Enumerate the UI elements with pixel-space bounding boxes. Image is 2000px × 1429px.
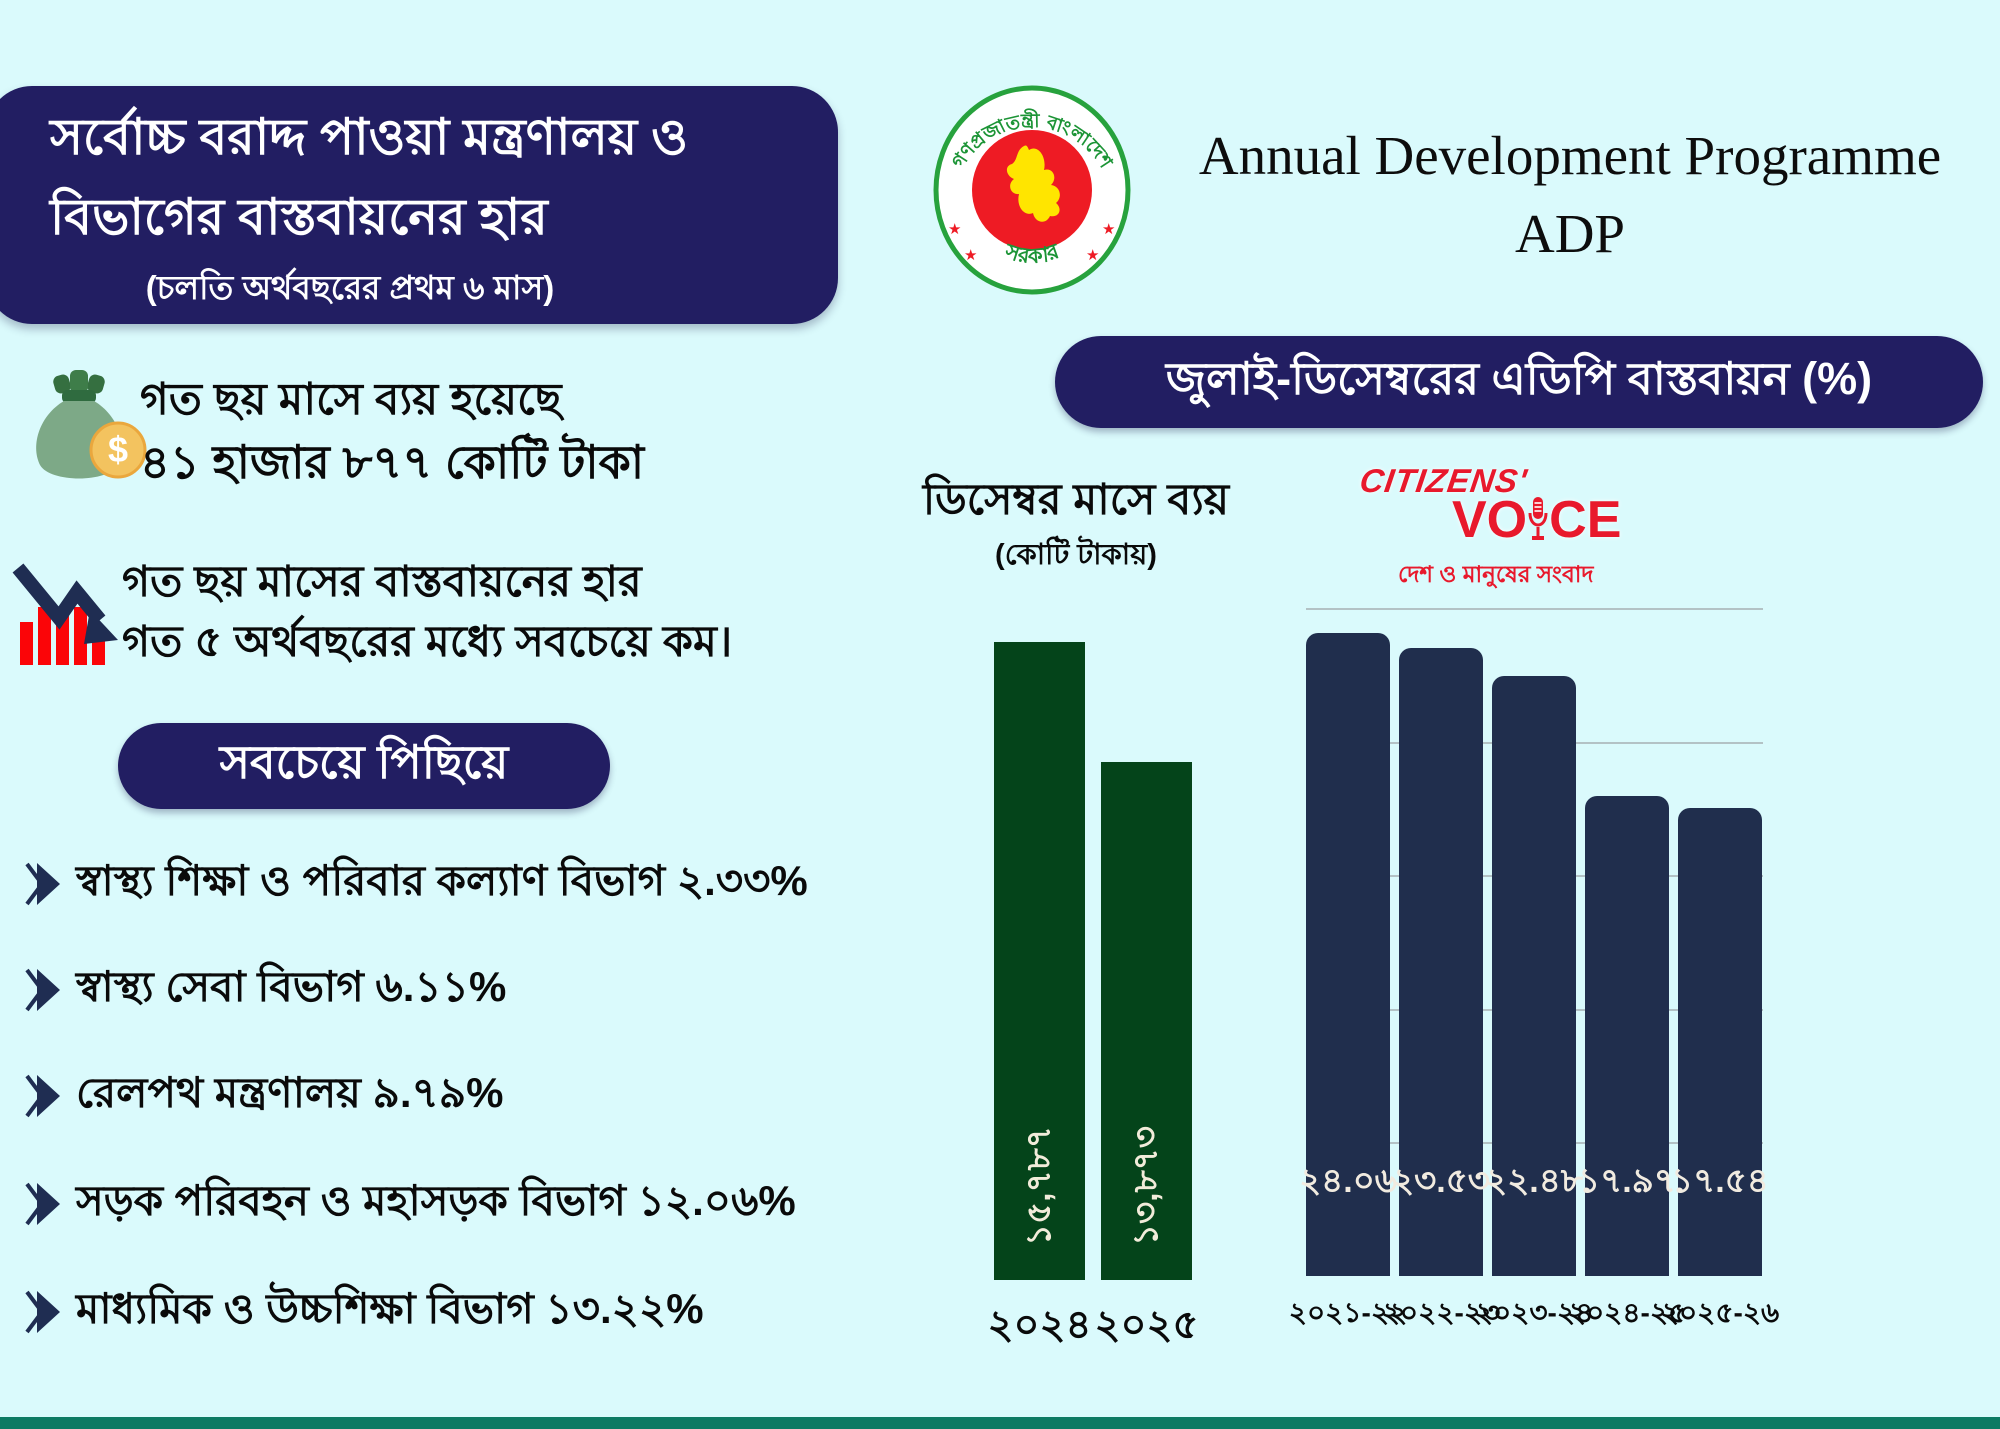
laggards-heading: সবচেয়ে পিছিয়ে bbox=[219, 736, 509, 788]
list-item: রেলপথ মন্ত্রণালয় ৯.৭৯% bbox=[24, 1060, 503, 1131]
bar-value-label: ১৫,৭৮৭ bbox=[1020, 1126, 1058, 1246]
citizens-voice-logo: CITIZENS' VO CE দেশ ও মানুষের সংবাদ bbox=[1357, 462, 1628, 590]
citizens-voice-wordmark: VO CE bbox=[1452, 494, 1621, 546]
adp-bar bbox=[1678, 807, 1762, 1276]
laggard-item-label: স্বাস্থ্য সেবা বিভাগ ৬.১১% bbox=[76, 963, 507, 1010]
programme-title-abbr: ADP bbox=[1514, 203, 1626, 264]
december-chart-title: ডিসেম্বর মাসে ব্যয় bbox=[922, 476, 1230, 524]
adp-banner-pill: জুলাই-ডিসেম্বরের এডিপি বাস্তবায়ন (%) bbox=[1055, 336, 1983, 428]
list-item: মাধ্যমিক ও উচ্চশিক্ষা বিভাগ ১৩.২২% bbox=[24, 1276, 704, 1347]
voice-left-letters: VO bbox=[1452, 491, 1528, 549]
laggard-item-label: মাধ্যমিক ও উচ্চশিক্ষা বিভাগ ১৩.২২% bbox=[76, 1285, 704, 1332]
bar-category-label: ২০২৫ bbox=[1094, 1303, 1199, 1347]
arrow-bullet-icon bbox=[25, 1290, 60, 1333]
adp-banner-label: জুলাই-ডিসেম্বরের এডিপি বাস্তবায়ন (%) bbox=[1165, 352, 1873, 404]
arrow-bullet-icon bbox=[25, 1074, 60, 1117]
voice-right-letters: CE bbox=[1549, 491, 1622, 549]
bar-category-label: ২০২৩-২৪ bbox=[1474, 1297, 1594, 1328]
december-expense-bar bbox=[1101, 762, 1192, 1280]
laggards-heading-pill: সবচেয়ে পিছিয়ে bbox=[118, 723, 610, 809]
declining-chart-icon bbox=[12, 563, 118, 665]
bar-value-label: ১৭.৯৭ bbox=[1578, 1162, 1676, 1200]
programme-title: Annual Development Programme bbox=[1198, 125, 1942, 186]
bottom-strip bbox=[0, 1417, 2000, 1429]
bar-value-label: ১৭.৫৪ bbox=[1671, 1162, 1769, 1200]
list-item: স্বাস্থ্য সেবা বিভাগ ৬.১১% bbox=[24, 954, 506, 1025]
bar-value-label: ২২.৪৮ bbox=[1485, 1162, 1583, 1200]
main-title-line1: সর্বোচ্চ বরাদ্দ পাওয়া মন্ত্রণালয় ও bbox=[50, 109, 688, 165]
arrow-bullet-icon bbox=[25, 862, 60, 905]
svg-text:$: $ bbox=[108, 429, 128, 470]
adp-bar bbox=[1399, 647, 1483, 1276]
bar-category-label: ২০২৪-২৫ bbox=[1567, 1297, 1687, 1328]
fact-spending-line1: গত ছয় মাসে ব্যয় হয়েছে bbox=[140, 375, 562, 424]
bar-category-label: ২০২৪ bbox=[987, 1303, 1092, 1347]
december-chart-subtitle: (কোটি টাকায়) bbox=[995, 539, 1157, 571]
bar-category-label: ২০২১-২২ bbox=[1288, 1297, 1408, 1328]
adp-bar bbox=[1585, 796, 1669, 1276]
bar-category-label: ২০২৫-২৬ bbox=[1660, 1297, 1780, 1328]
main-title-line2: বিভাগের বাস্তবায়নের হার bbox=[50, 189, 548, 245]
adp-bar bbox=[1492, 675, 1576, 1276]
arrow-bullet-icon bbox=[25, 968, 60, 1011]
fact-rate-line1: গত ছয় মাসের বাস্তবায়নের হার bbox=[122, 558, 642, 606]
govt-emblem: গণপ্রজাতন্ত্রী বাংলাদেশ সরকার ★ ★ ★ ★ bbox=[933, 85, 1131, 295]
arrow-bullet-icon bbox=[25, 1182, 60, 1225]
microphone-icon bbox=[1528, 497, 1548, 540]
bar-category-label: ২০২২-২৩ bbox=[1381, 1297, 1501, 1328]
december-expense-chart: ১৫,৭৮৭ ২০২৪ ১৩,৮৭৩ ২০২৫ bbox=[988, 600, 1224, 1370]
gridline bbox=[1306, 608, 1763, 611]
main-title-box bbox=[0, 86, 838, 324]
laggard-item-label: রেলপথ মন্ত্রণালয় ৯.৭৯% bbox=[76, 1069, 504, 1116]
bangladesh-map bbox=[1006, 145, 1060, 222]
adp-bar bbox=[1306, 633, 1390, 1276]
citizens-voice-tagline: দেশ ও মানুষের সংবাদ bbox=[1398, 561, 1594, 587]
fact-spending-line2: ৪১ হাজার ৮৭৭ কোটি টাকা bbox=[140, 436, 645, 488]
star-icon: ★ bbox=[1086, 247, 1099, 264]
bar-value-label: ২৪.০৬ bbox=[1299, 1162, 1397, 1200]
bar-value-label: ১৩,৮৭৩ bbox=[1127, 1126, 1165, 1246]
december-expense-bar bbox=[994, 642, 1085, 1280]
list-item: সড়ক পরিবহন ও মহাসড়ক বিভাগ ১২.০৬% bbox=[24, 1168, 796, 1239]
bar-value-label: ২৩.৫৩ bbox=[1392, 1162, 1490, 1200]
money-bag-icon: $ bbox=[36, 370, 147, 479]
star-icon: ★ bbox=[964, 247, 977, 264]
star-icon: ★ bbox=[948, 221, 961, 238]
list-item: স্বাস্থ্য শিক্ষা ও পরিবার কল্যাণ বিভাগ ২… bbox=[24, 848, 808, 919]
main-title-subtitle: (চলতি অর্থবছরের প্রথম ৬ মাস) bbox=[145, 269, 555, 306]
adp-implementation-chart: ২৪.০৬ ২০২১-২২ ২৩.৫৩ ২০২২-২৩ ২২.৪৮ ২০২৩-২৪ ১৭.৯… bbox=[1289, 595, 1779, 1365]
laggard-item-label: সড়ক পরিবহন ও মহাসড়ক বিভাগ ১২.০৬% bbox=[76, 1177, 796, 1224]
laggard-item-label: স্বাস্থ্য শিক্ষা ও পরিবার কল্যাণ বিভাগ ২… bbox=[76, 857, 808, 904]
fact-rate-line2: গত ৫ অর্থবছরের মধ্যে সবচেয়ে কম। bbox=[122, 618, 733, 666]
star-icon: ★ bbox=[1102, 221, 1115, 238]
